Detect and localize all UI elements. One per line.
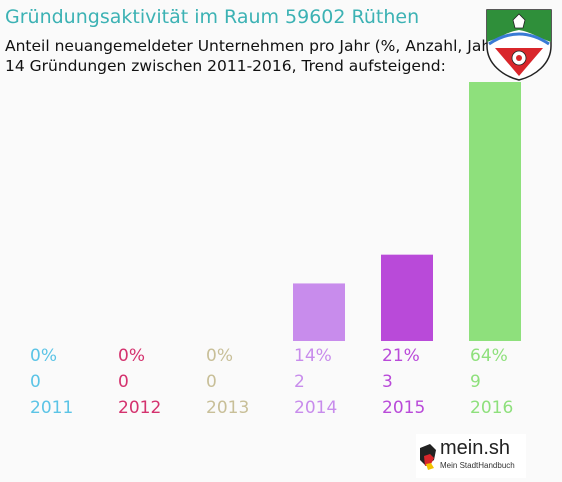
percent-label-2011: 0%	[30, 346, 57, 366]
logo-name: mein.sh	[440, 437, 511, 459]
year-label-2014: 2014	[294, 398, 338, 418]
year-label-2013: 2013	[206, 398, 250, 418]
brand-logo-icon	[416, 434, 526, 478]
percent-label-2014: 14%	[294, 346, 332, 366]
count-label-2012: 0	[118, 372, 129, 392]
count-label-2011: 0	[30, 372, 41, 392]
bar-2015	[381, 254, 433, 341]
chart-title: Gründungsaktivität im Raum 59602 Rüthen	[5, 6, 420, 28]
percent-label-2015: 21%	[382, 346, 420, 366]
count-label-2014: 2	[294, 372, 305, 392]
coat-of-arms-icon	[486, 9, 552, 81]
year-label-2016: 2016	[470, 398, 514, 418]
count-label-2016: 9	[470, 372, 481, 392]
bar-2016	[469, 82, 521, 341]
count-label-2015: 3	[382, 372, 393, 392]
year-label-2015: 2015	[382, 398, 426, 418]
percent-label-2013: 0%	[206, 346, 233, 366]
year-label-2012: 2012	[118, 398, 162, 418]
bar-2014	[293, 283, 345, 341]
year-label-2011: 2011	[30, 398, 74, 418]
percent-label-2012: 0%	[118, 346, 145, 366]
percent-label-2016: 64%	[470, 346, 508, 366]
chart-subtitle: Anteil neuangemeldeter Unternehmen pro J…	[5, 37, 504, 55]
chart-summary: 14 Gründungen zwischen 2011-2016, Trend …	[5, 57, 446, 75]
logo-tagline: Mein StadtHandbuch	[440, 461, 515, 470]
count-label-2013: 0	[206, 372, 217, 392]
